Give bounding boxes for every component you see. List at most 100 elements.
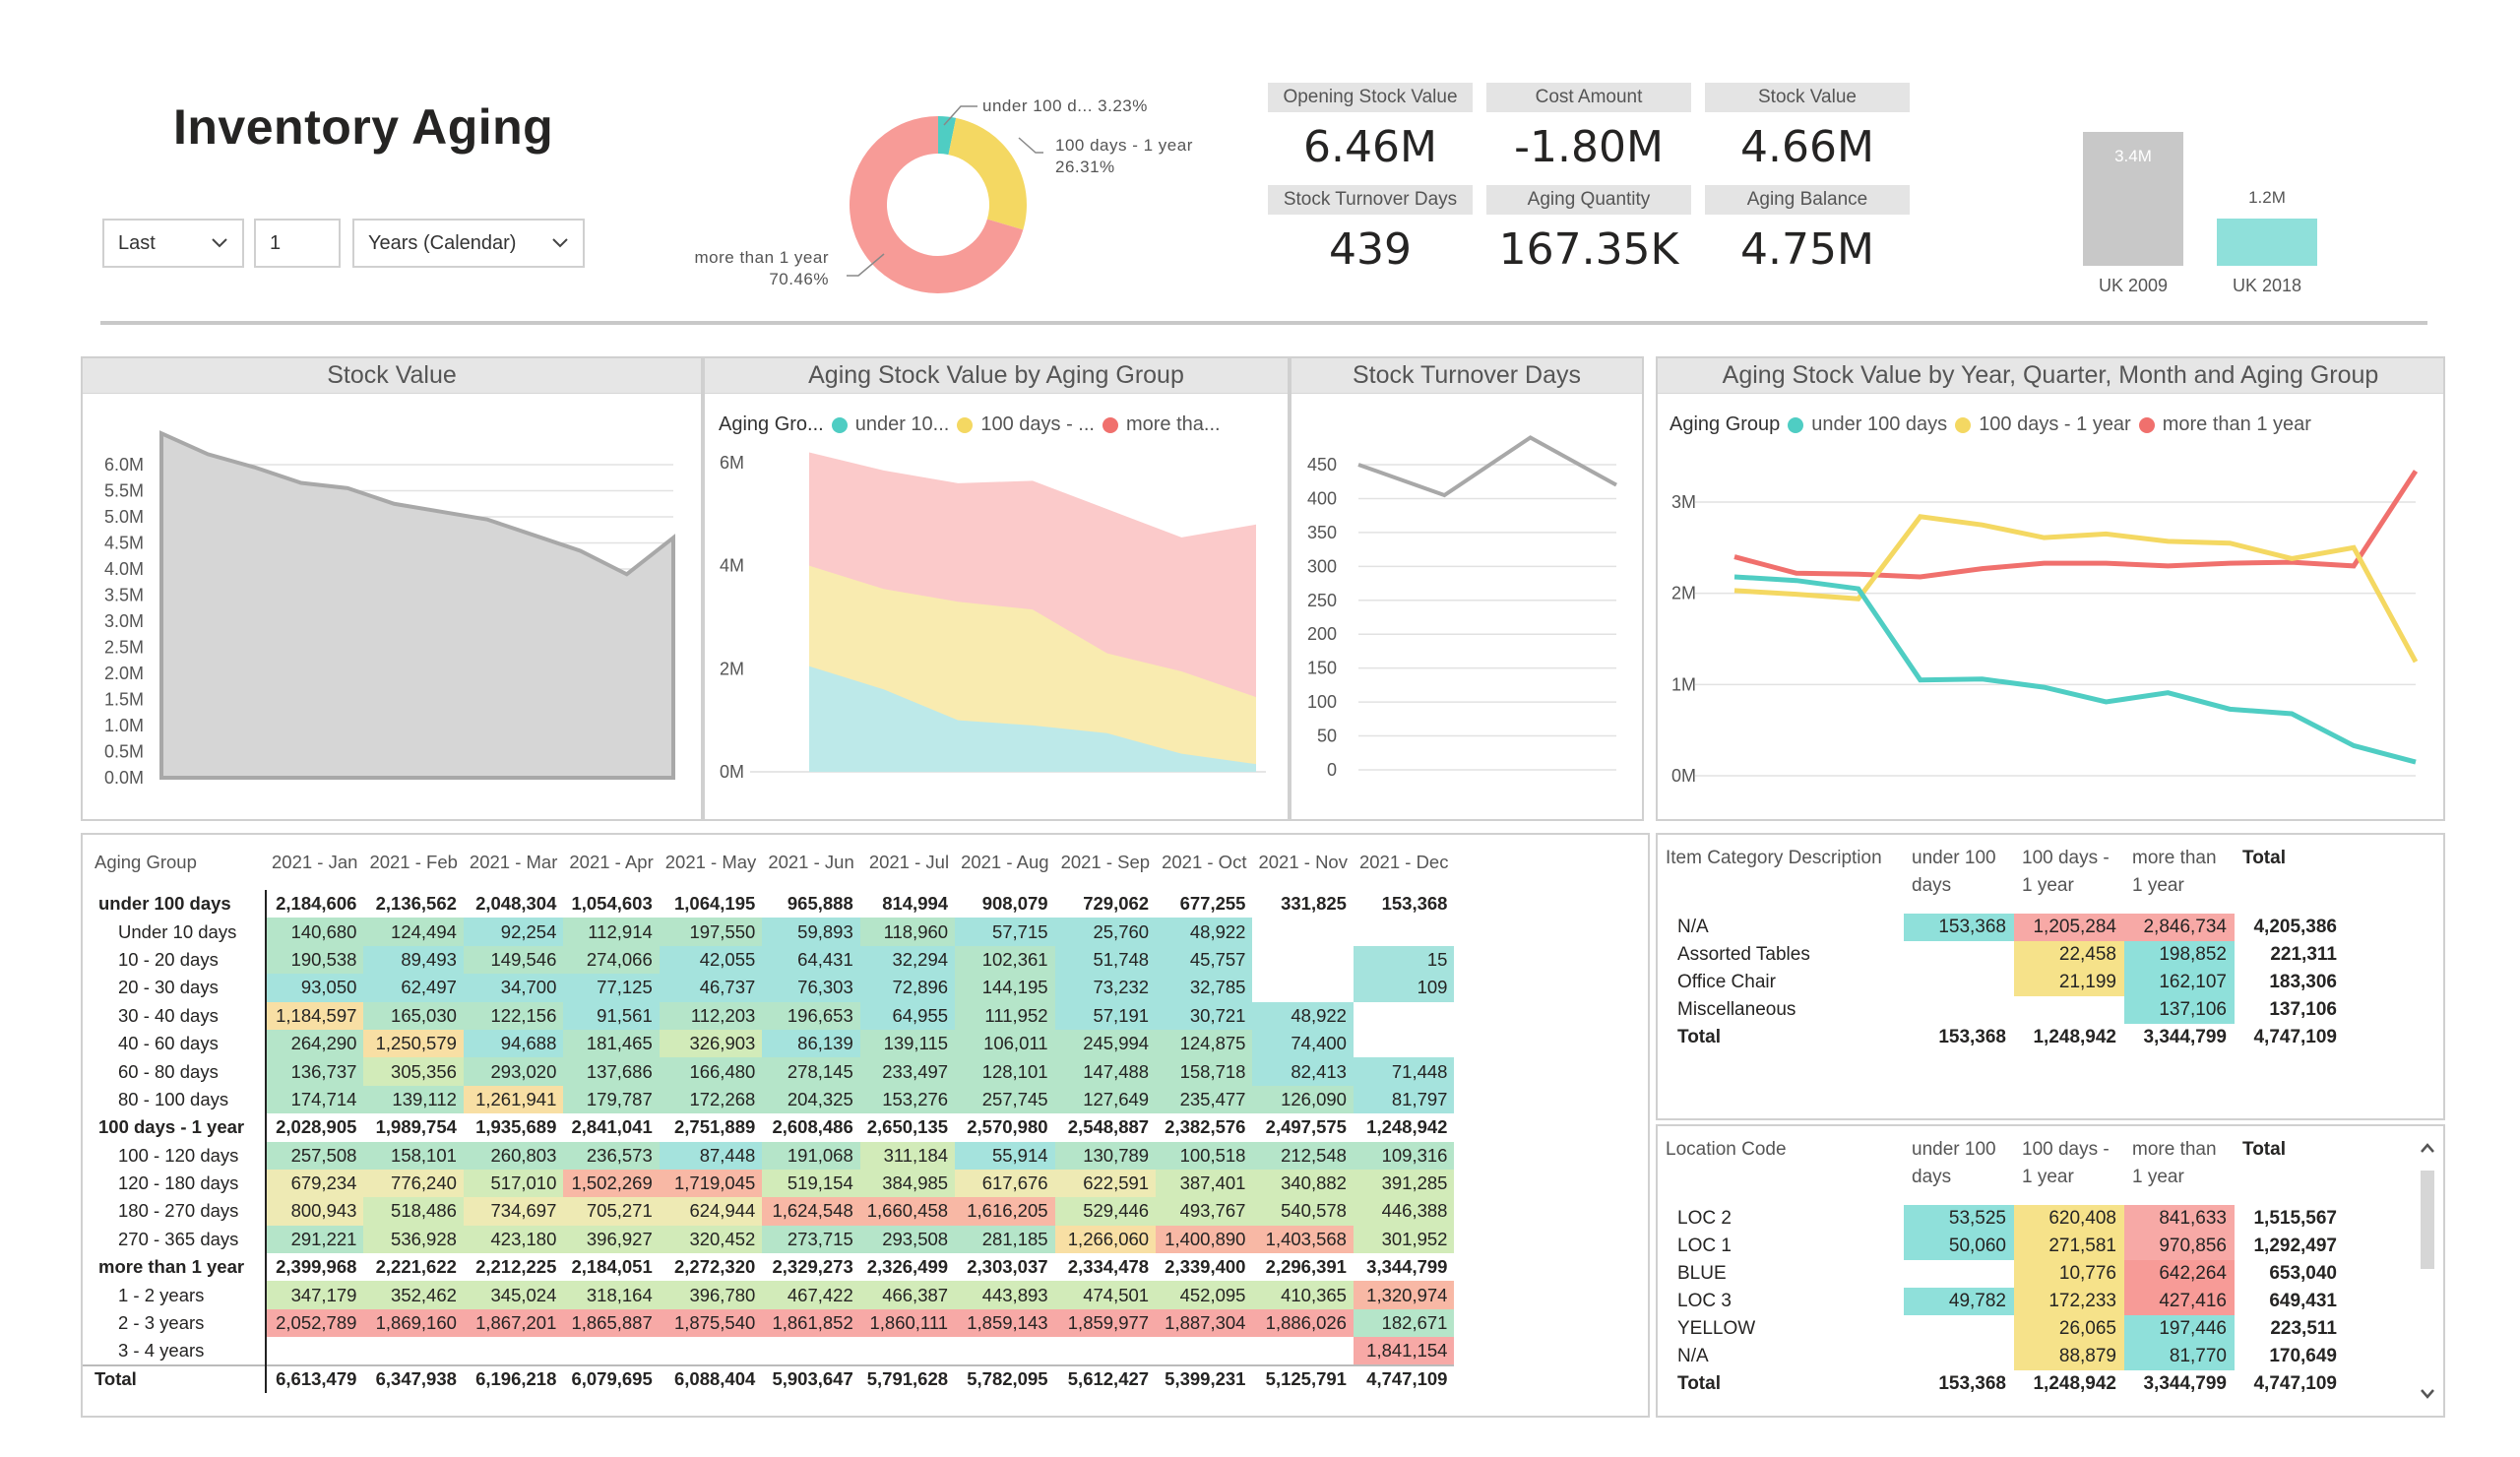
column-header[interactable]: 2021 - Jan [272, 852, 358, 872]
bar-uk-2009[interactable] [2083, 132, 2183, 266]
y-tick-label: 1.5M [104, 690, 144, 710]
column-header[interactable]: 2021 - Nov [1258, 852, 1348, 872]
table-row[interactable]: N/A 153,368 1,205,284 2,846,734 4,205,386 [1658, 914, 2345, 941]
column-header[interactable]: 2021 - Apr [569, 852, 654, 872]
matrix-cell: 6,088,404 [659, 1363, 763, 1394]
legend-dot-teal [831, 416, 848, 433]
scroll-up-icon[interactable] [2416, 1138, 2439, 1158]
table-cell [1904, 1260, 2014, 1288]
table-cell: 221,311 [2270, 944, 2337, 965]
table-row[interactable]: Office Chair 21,199 162,107 183,306 [1658, 969, 2345, 996]
column-header[interactable]: Item Category Description [1666, 848, 1882, 868]
table-row[interactable]: YELLOW 26,065 197,446 223,511 [1658, 1315, 2345, 1343]
table-cell: 137,106 [2269, 999, 2337, 1020]
table-row[interactable]: Assorted Tables 22,458 198,852 221,311 [1658, 941, 2345, 969]
scroll-thumb[interactable] [2421, 1171, 2434, 1269]
aging-line-chart[interactable]: 0M 1M 2M 3M [1658, 394, 2443, 817]
column-header[interactable]: more than 1 year [2132, 1139, 2217, 1187]
y-tick-label: 1M [1671, 674, 1696, 694]
line-under-100-days[interactable] [1733, 574, 2417, 765]
legend-dot-red [1102, 416, 1118, 433]
bar-uk-2018[interactable] [2217, 219, 2317, 266]
period-type-dropdown[interactable]: Last [102, 219, 244, 268]
column-header[interactable]: 2021 - Oct [1162, 852, 1247, 872]
matrix-row: 60 - 80 days 136,737 305,356 293,020 137,686… [83, 1057, 1455, 1086]
aging-donut-chart[interactable]: under 100 d... 3.23% 100 days - 1 year 2… [650, 79, 1260, 315]
legend-100-1y[interactable]: 100 days - ... [980, 413, 1095, 435]
legend-more1y[interactable]: more than 1 year [2162, 413, 2311, 435]
legend-100-1y[interactable]: 100 days - 1 year [1979, 413, 2131, 435]
table-row[interactable]: LOC 3 49,782 172,233 427,416 649,431 [1658, 1288, 2345, 1315]
matrix-cell: 257,508 [266, 1141, 364, 1170]
matrix-cell: 149,546 [463, 945, 564, 975]
table-row[interactable]: BLUE 10,776 642,264 653,040 [1658, 1260, 2345, 1288]
donut-label-more1y-name: more than 1 year [694, 248, 829, 267]
column-header[interactable]: 2021 - Feb [369, 852, 458, 872]
stock-value-chart[interactable]: 0.0M 0.5M 1.0M 1.5M 2.0M 2.5M 3.0M 3.5M 4.0M 4.5M… [83, 394, 701, 817]
matrix-cell: 352,462 [363, 1281, 464, 1309]
column-header[interactable]: Aging Group [94, 852, 197, 872]
matrix-cell: 139,115 [859, 1029, 956, 1058]
column-header[interactable]: under 100 days [1912, 848, 1996, 896]
matrix-cell: 6,347,938 [363, 1363, 464, 1394]
column-header[interactable]: 2021 - May [664, 852, 757, 872]
row-label: LOC 3 [1677, 1291, 1732, 1311]
column-header[interactable]: 2021 - Jul [868, 852, 950, 872]
line-more-than-1-year[interactable] [1733, 470, 2419, 580]
matrix-cell: 94,688 [463, 1029, 564, 1058]
line-100-days-1-year[interactable] [1733, 514, 2419, 664]
period-unit-dropdown[interactable]: Years (Calendar) [352, 219, 585, 268]
matrix-cell: 5,125,791 [1252, 1363, 1354, 1394]
table-cell [1904, 996, 2014, 1024]
column-header[interactable]: under 100 days [1912, 1139, 1996, 1187]
location-scrollbar[interactable] [2416, 1138, 2439, 1404]
legend-under100[interactable]: under 10... [854, 413, 950, 435]
table-cell: 970,856 [2124, 1233, 2235, 1260]
column-header[interactable]: Location Code [1666, 1139, 1787, 1160]
uk-comparison-bar-chart[interactable]: 3.4M 1.2M UK 2009 UK 2018 [2057, 118, 2372, 305]
kpi-opening-stock-label: Opening Stock Value [1268, 83, 1473, 112]
column-header[interactable]: 2021 - Dec [1358, 852, 1449, 872]
column-header[interactable]: 100 days - 1 year [2022, 1139, 2110, 1187]
table-cell [1904, 1343, 2014, 1370]
y-tick-label: 5.0M [104, 507, 144, 527]
y-tick-label: 3.0M [104, 611, 144, 631]
scroll-down-icon[interactable] [2416, 1384, 2439, 1404]
total-cell: 153,368 [1938, 1027, 2006, 1047]
donut-slice-more1y[interactable] [850, 116, 1024, 293]
matrix-cell: 814,994 [882, 893, 949, 915]
matrix-cell: 1,869,160 [363, 1308, 464, 1338]
turnover-line[interactable] [1357, 435, 1617, 498]
matrix-cell: 112,203 [659, 1001, 763, 1030]
legend-under100[interactable]: under 100 days [1811, 413, 1948, 435]
donut-slice-under100[interactable] [938, 116, 957, 156]
period-count-input[interactable]: 1 [254, 219, 341, 268]
column-header[interactable]: 100 days - 1 year [2022, 848, 2110, 896]
matrix-cell: 2,136,562 [375, 893, 457, 915]
area-under-100-days[interactable] [809, 665, 1256, 772]
matrix-cell: 2,497,575 [1265, 1116, 1347, 1138]
matrix-cell: 174,714 [266, 1085, 364, 1114]
donut-slice-100-1y[interactable] [948, 117, 1027, 230]
total-cell: 1,248,942 [2033, 1373, 2116, 1394]
column-header[interactable]: 2021 - Aug [961, 852, 1049, 872]
stock-value-area[interactable] [159, 430, 675, 780]
matrix-cell: 153,368 [1381, 893, 1448, 915]
table-row[interactable]: N/A 88,879 81,770 170,649 [1658, 1343, 2345, 1370]
aging-area-chart[interactable]: 0M 2M 4M 6M [705, 394, 1288, 817]
column-header[interactable]: 2021 - Sep [1060, 852, 1151, 872]
column-header[interactable]: Total [2242, 1139, 2286, 1160]
legend-more1y[interactable]: more tha... [1125, 413, 1221, 435]
table-row[interactable]: LOC 2 53,525 620,408 841,633 1,515,567 [1658, 1205, 2345, 1233]
table-row[interactable]: LOC 1 50,060 271,581 970,856 1,292,497 [1658, 1233, 2345, 1260]
column-header[interactable]: 2021 - Jun [768, 852, 854, 872]
matrix-cell: 734,697 [463, 1197, 564, 1226]
column-header[interactable]: Total [2242, 848, 2286, 868]
turnover-chart[interactable]: 0 50 100 150 200 250 300 350 400 450 [1292, 394, 1642, 817]
column-header[interactable]: 2021 - Mar [469, 852, 558, 872]
column-header[interactable]: more than 1 year [2132, 848, 2217, 896]
matrix-cell: 1,867,201 [463, 1308, 564, 1338]
y-tick-label: 0M [720, 762, 744, 782]
table-row[interactable]: Miscellaneous 137,106 137,106 [1658, 996, 2345, 1024]
matrix-cell: 908,079 [981, 893, 1048, 915]
